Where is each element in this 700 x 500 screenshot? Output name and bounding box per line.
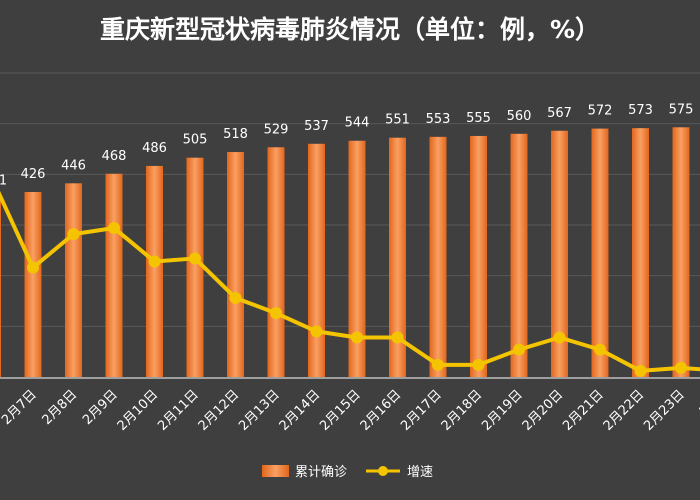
- line-point: [391, 331, 404, 344]
- x-tick-label: 2月13日: [236, 387, 283, 434]
- bar-value-label: 486: [142, 141, 167, 156]
- legend-line-marker: [378, 466, 388, 476]
- line-point: [27, 261, 39, 274]
- bar-value-label: 575: [669, 102, 694, 117]
- x-tick-label: 2月8日: [40, 387, 81, 428]
- bar: [186, 157, 204, 377]
- line-point: [513, 343, 525, 356]
- bar: [105, 173, 123, 377]
- line-point: [594, 343, 606, 356]
- bar: [348, 140, 366, 377]
- line-point: [432, 358, 444, 371]
- x-tick-label: 2月17日: [398, 387, 445, 434]
- bar-value-labels: 1 426 446 468 486 505 518 529 537 544 551 553 555 560…: [0, 102, 693, 188]
- bar: [146, 165, 163, 377]
- bar-value-label: 426: [21, 167, 46, 182]
- line-point: [67, 228, 80, 241]
- bar: [65, 183, 82, 377]
- legend-line-label: 增速: [407, 465, 433, 480]
- bar: [591, 128, 609, 377]
- x-tick-label: 2月7日: [0, 387, 40, 428]
- bar-value-label: 544: [345, 116, 370, 131]
- line-series: [0, 190, 700, 377]
- line-point: [108, 222, 120, 235]
- line-point: [310, 325, 323, 338]
- chart-title: 重庆新型冠状病毒肺炎情况（单位：例，%）: [100, 15, 600, 44]
- bar-value-label: 468: [102, 149, 127, 164]
- line-point: [472, 358, 485, 371]
- legend-bar-swatch: [262, 465, 289, 477]
- x-tick-label: 2月18日: [439, 387, 486, 434]
- bar-value-label: 572: [588, 104, 613, 119]
- bar: [429, 136, 447, 377]
- line-point: [148, 255, 161, 268]
- line-point: [351, 331, 363, 344]
- bar: [24, 191, 42, 377]
- x-tick-label: 2月9日: [80, 387, 121, 428]
- bar-value-label: 560: [507, 109, 532, 124]
- x-tick-label: 2月10日: [115, 387, 162, 434]
- bar: [672, 127, 690, 378]
- bar: [389, 137, 406, 377]
- bar-value-label: 573: [628, 103, 653, 118]
- legend-bar-label: 累计确诊: [295, 465, 347, 480]
- bar: [227, 152, 244, 377]
- line-point: [553, 331, 566, 344]
- x-tick-label: 2月11日: [155, 387, 202, 434]
- bar: [267, 147, 285, 377]
- line-point: [229, 291, 242, 304]
- x-tick-label: 2月20日: [520, 387, 567, 434]
- bar-value-label: 567: [547, 106, 572, 121]
- bar-value-label: 555: [466, 111, 491, 126]
- bar-value-label: 551: [385, 113, 410, 128]
- x-tick-label: 2月19日: [479, 387, 526, 434]
- x-tick-label: 2月22日: [601, 387, 648, 434]
- bar: [632, 128, 649, 377]
- x-tick-label: 2月23日: [641, 387, 688, 434]
- bar: [551, 130, 568, 377]
- bar-value-label: 537: [304, 119, 329, 134]
- bar-value-label: 518: [223, 127, 248, 142]
- bar-value-label: 529: [264, 122, 289, 137]
- line-point: [270, 307, 282, 320]
- x-tick-label: 2月21日: [560, 387, 607, 434]
- bar-value-label: 1: [0, 174, 7, 189]
- bar: [308, 143, 325, 377]
- bar: [470, 135, 487, 377]
- x-tick-label: 2月12日: [196, 387, 243, 434]
- bar: [0, 198, 1, 377]
- line-point: [634, 364, 647, 377]
- bar: [510, 133, 528, 377]
- line-point: [675, 361, 687, 374]
- line-point: [189, 252, 201, 265]
- x-tick-label: 2月15日: [317, 387, 364, 434]
- x-tick-label: 2月16日: [358, 387, 405, 434]
- x-axis: 2月6日2月7日2月8日2月9日2月10日2月11日2月12日2月13日2月14…: [0, 377, 700, 434]
- x-tick-label: 2月14日: [277, 387, 324, 434]
- bar-value-label: 553: [426, 112, 451, 127]
- bar-value-label: 446: [61, 158, 86, 173]
- legend: 累计确诊 增速: [262, 465, 433, 480]
- bar-series: [0, 127, 690, 378]
- bar-value-label: 505: [183, 133, 208, 148]
